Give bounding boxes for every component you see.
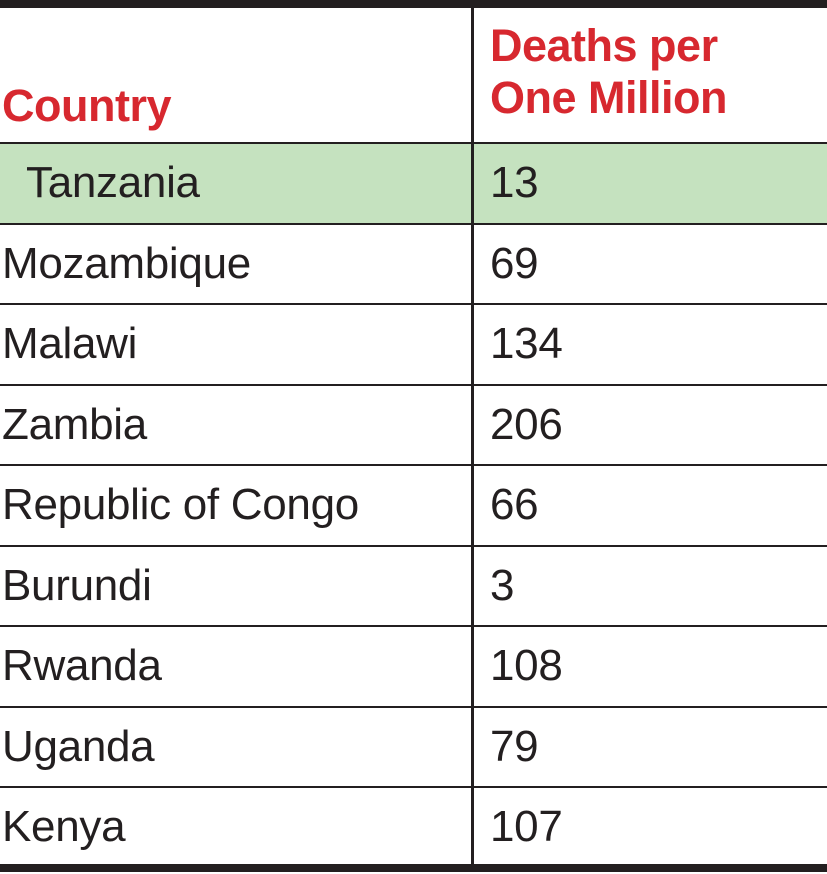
table-row: Rwanda 108 bbox=[0, 627, 827, 708]
cell-country: Kenya bbox=[2, 802, 126, 851]
cell-deaths-per-million: 3 bbox=[490, 560, 515, 610]
table-row: Malawi 134 bbox=[0, 305, 827, 386]
cell-country: Rwanda bbox=[2, 641, 162, 690]
cell-deaths-per-million: 108 bbox=[490, 641, 563, 690]
table-row: Burundi 3 bbox=[0, 547, 827, 627]
cell-deaths-per-million: 69 bbox=[490, 238, 539, 288]
table-row: Tanzania 13 bbox=[0, 144, 827, 225]
table-row: Mozambique 69 bbox=[0, 225, 827, 305]
cell-deaths-per-million: 13 bbox=[490, 158, 539, 207]
table-row: Republic of Congo 66 bbox=[0, 466, 827, 547]
cell-country: Republic of Congo bbox=[2, 480, 359, 529]
table-row: Zambia 206 bbox=[0, 386, 827, 466]
header-deaths-per-million: Deaths per One Million bbox=[490, 20, 728, 124]
cell-country: Uganda bbox=[2, 721, 155, 771]
table-body: Tanzania 13 Mozambique 69 Malawi 134 Zambia 206… bbox=[0, 144, 827, 869]
bottom-rule bbox=[0, 864, 827, 872]
cell-deaths-per-million: 206 bbox=[490, 399, 563, 449]
table-header: Country Deaths per One Million bbox=[0, 8, 827, 144]
header-deaths-line-1: Deaths per bbox=[490, 20, 718, 71]
cell-country: Malawi bbox=[2, 319, 138, 368]
cell-deaths-per-million: 134 bbox=[490, 319, 563, 368]
cell-country: Tanzania bbox=[26, 158, 200, 207]
cell-country: Mozambique bbox=[2, 238, 251, 288]
cell-country: Burundi bbox=[2, 560, 152, 610]
table-row: Kenya 107 bbox=[0, 788, 827, 869]
cell-deaths-per-million: 79 bbox=[490, 721, 539, 771]
table-row: Uganda 79 bbox=[0, 708, 827, 788]
cell-deaths-per-million: 66 bbox=[490, 480, 539, 529]
top-rule bbox=[0, 0, 827, 8]
cell-country: Zambia bbox=[2, 399, 147, 449]
header-country: Country bbox=[2, 80, 172, 131]
column-divider bbox=[471, 8, 474, 864]
cell-deaths-per-million: 107 bbox=[490, 802, 563, 851]
header-deaths-line-2: One Million bbox=[490, 72, 728, 123]
